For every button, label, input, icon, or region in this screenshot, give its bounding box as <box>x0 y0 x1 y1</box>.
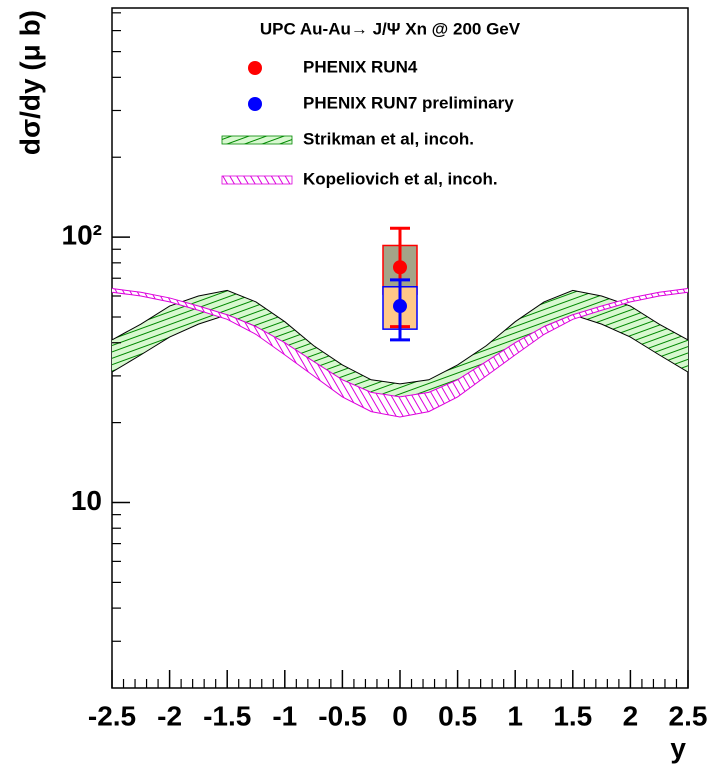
y-axis-label: dσ/dy (μ b) <box>14 10 45 155</box>
x-tick-label: -1.5 <box>203 700 251 731</box>
plot-frame <box>111 7 689 689</box>
x-tick-label: -1 <box>272 700 297 731</box>
band-edge <box>111 288 689 398</box>
legend-swatch <box>221 135 293 145</box>
x-tick-label: 1 <box>507 700 523 731</box>
legend-marker <box>248 97 262 111</box>
x-axis-label: y <box>670 732 686 763</box>
chart-title: UPC Au-Au→ J/Ψ Xn @ 200 GeV <box>260 19 521 38</box>
data-point <box>393 260 407 275</box>
legend-label: Strikman et al, incoh. <box>303 129 474 148</box>
legend-label: Kopeliovich et al, incoh. <box>303 169 498 188</box>
x-tick-label: -0.5 <box>318 700 366 731</box>
x-tick-label: 0.5 <box>438 700 477 731</box>
band-edge <box>111 289 689 385</box>
data-point <box>393 299 407 314</box>
x-tick-label: 2.5 <box>669 700 708 731</box>
x-tick-label: -2 <box>157 700 182 731</box>
x-tick-label: -2.5 <box>88 700 136 731</box>
y-tick-label: 10 <box>71 485 102 516</box>
legend-label: PHENIX RUN7 preliminary <box>303 93 514 112</box>
band-area <box>112 290 688 410</box>
y-tick-label: 10² <box>62 220 102 251</box>
legend-marker <box>248 61 262 75</box>
legend-label: PHENIX RUN4 <box>303 57 418 76</box>
x-tick-label: 1.5 <box>553 700 592 731</box>
x-tick-label: 2 <box>623 700 639 731</box>
x-tick-label: 0 <box>392 700 408 731</box>
band-edge <box>111 291 689 418</box>
legend-swatch <box>221 175 293 185</box>
